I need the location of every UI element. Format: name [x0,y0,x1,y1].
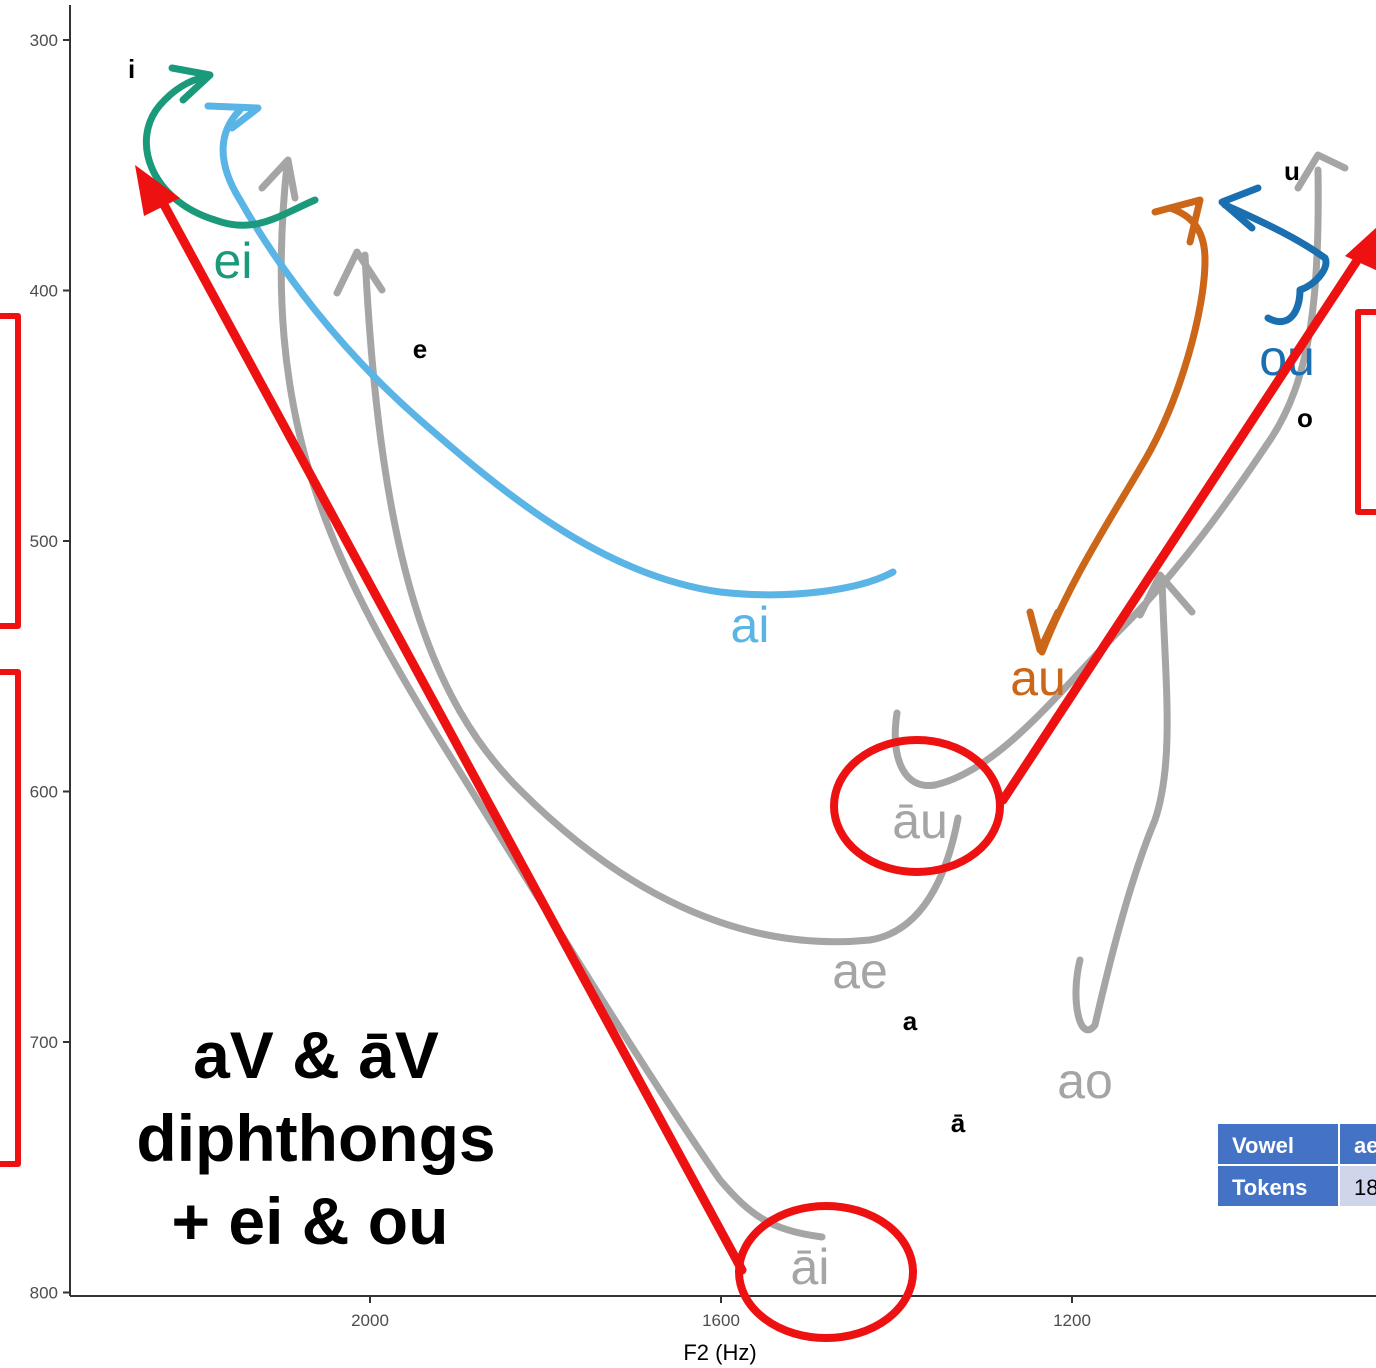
trajectory-ae [333,248,962,946]
mono-label-i: i [128,54,135,84]
table-header-tokens: Tokens [1232,1175,1307,1200]
table-cell-vowel: ae [1354,1133,1376,1158]
y-ticks: 300 400 500 600 700 800 [30,31,70,1303]
trajectory-ou [1218,184,1330,326]
callout-line-3: + ei & ou [172,1184,449,1258]
red-box-left-bottom [0,669,21,1167]
y-tick-label: 300 [30,31,58,50]
red-arrowhead-left [135,165,180,216]
x-tick-label: 1600 [702,1311,740,1330]
y-tick-label: 700 [30,1033,58,1052]
callout-text: aV & āV diphthongs + ei & ou [136,1018,495,1258]
x-axis-title: F2 (Hz) [683,1340,756,1365]
red-box-right [1355,309,1376,515]
highlight-circle-au-long [830,736,1004,876]
trajectory-au [1026,196,1209,656]
diph-label-ae: ae [832,943,888,999]
diphthong-labels: ei ai au ou āu ae ao āi [214,233,1315,1295]
diph-label-ai-long: āi [791,1239,830,1295]
diph-label-au-long: āu [892,793,948,849]
table-header-vowel: Vowel [1232,1133,1294,1158]
x-tick-label: 1200 [1053,1311,1091,1330]
y-tick-label: 800 [30,1284,58,1303]
red-highlights [0,185,1376,1342]
mono-label-o: o [1297,403,1313,433]
mono-label-u: u [1284,156,1300,186]
x-ticks: 2000 1600 1200 [351,1296,1091,1330]
red-arrowheads [135,165,1376,271]
trajectory-ao [1072,571,1196,1034]
callout-line-1: aV & āV [193,1018,439,1092]
red-arrowhead-right [1345,227,1376,271]
axes: 300 400 500 600 700 800 2000 1600 1200 F2 (Hz) [30,5,1376,1365]
y-tick-label: 500 [30,532,58,551]
red-arrow-left-shaft [151,185,747,1275]
table-cell-tokens: 18 [1354,1175,1376,1200]
callout-line-2: diphthongs [136,1101,495,1175]
diph-label-au: au [1010,650,1066,706]
red-box-left-top [0,313,21,629]
diph-label-ao: ao [1057,1053,1113,1109]
y-tick-label: 600 [30,783,58,802]
mono-label-a: a [903,1006,918,1036]
mono-label-a-long: ā [951,1108,966,1138]
y-tick-label: 400 [30,282,58,301]
trajectory-ei [142,64,319,229]
trajectory-ai-long [258,156,826,1241]
diph-label-ai: ai [731,597,770,653]
red-arrow-right-shaft [998,245,1369,805]
mono-label-e: e [413,334,427,364]
monophthong-labels: i e u o a ā [128,54,1313,1138]
trajectory-ai [204,102,897,599]
token-table: Vowel ae Tokens 18 [1218,1124,1376,1206]
trajectory-au-long [891,151,1349,790]
x-tick-label: 2000 [351,1311,389,1330]
diph-label-ei: ei [214,233,253,289]
